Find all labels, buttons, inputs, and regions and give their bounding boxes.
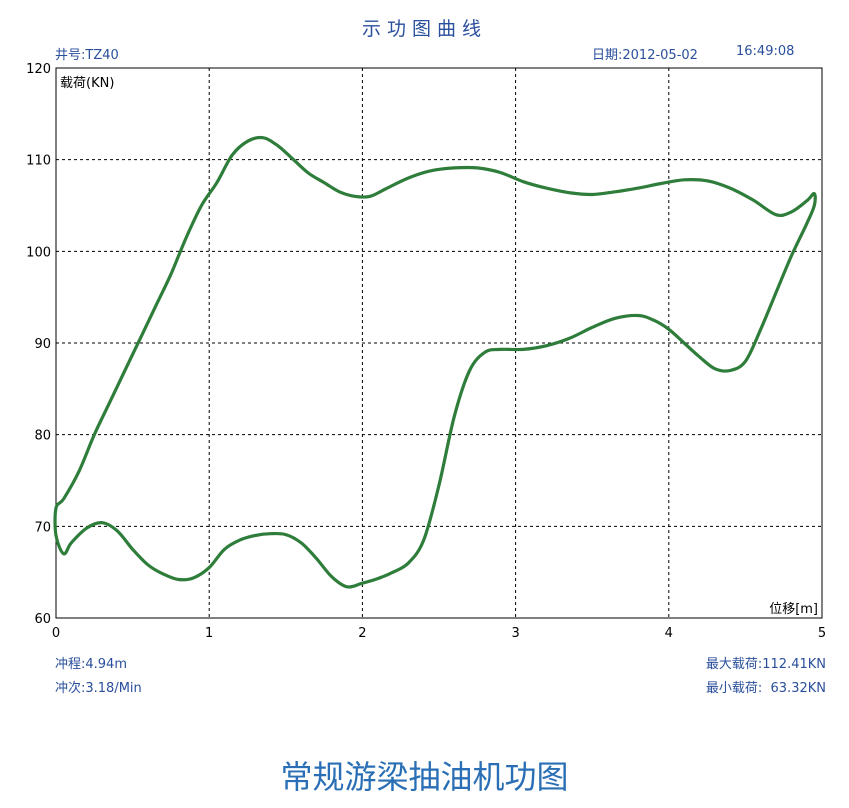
axis-ticks: 0 1 2 3 4 5 60 70 80 90 100 110 120 xyxy=(26,62,826,641)
dynamometer-curve xyxy=(53,135,817,589)
min-load: 最小载荷: 63.32KN xyxy=(705,681,826,696)
plot-frame xyxy=(55,67,823,619)
x-tick-label: 0 xyxy=(52,626,60,641)
y-axis-label: 载荷(KN) xyxy=(60,76,114,91)
x-tick-label: 3 xyxy=(511,626,519,641)
grid-lines xyxy=(56,68,822,618)
strokes-per-minute: 冲次:3.18/Min xyxy=(55,681,142,696)
well-number: 井号:TZ40 xyxy=(55,48,119,63)
y-tick-label: 90 xyxy=(34,337,51,352)
x-axis-label: 位移[m] xyxy=(769,602,818,617)
date-label: 日期:2012-05-02 xyxy=(592,48,698,63)
y-tick-label: 80 xyxy=(34,429,51,444)
x-tick-label: 5 xyxy=(818,626,826,641)
y-tick-label: 100 xyxy=(26,245,51,260)
y-tick-label: 60 xyxy=(34,612,51,627)
chart-title: 示功图曲线 xyxy=(361,18,487,40)
max-load: 最大载荷:112.41KN xyxy=(705,657,826,672)
y-tick-label: 70 xyxy=(34,520,51,535)
y-tick-label: 110 xyxy=(26,154,51,169)
figure-caption: 常规游梁抽油机功图 xyxy=(280,758,569,796)
stroke-length: 冲程:4.94m xyxy=(55,657,127,672)
time-label: 16:49:08 xyxy=(736,44,795,59)
y-tick-label: 120 xyxy=(26,62,51,77)
x-tick-label: 2 xyxy=(358,626,366,641)
x-tick-label: 1 xyxy=(205,626,213,641)
x-tick-label: 4 xyxy=(665,626,673,641)
